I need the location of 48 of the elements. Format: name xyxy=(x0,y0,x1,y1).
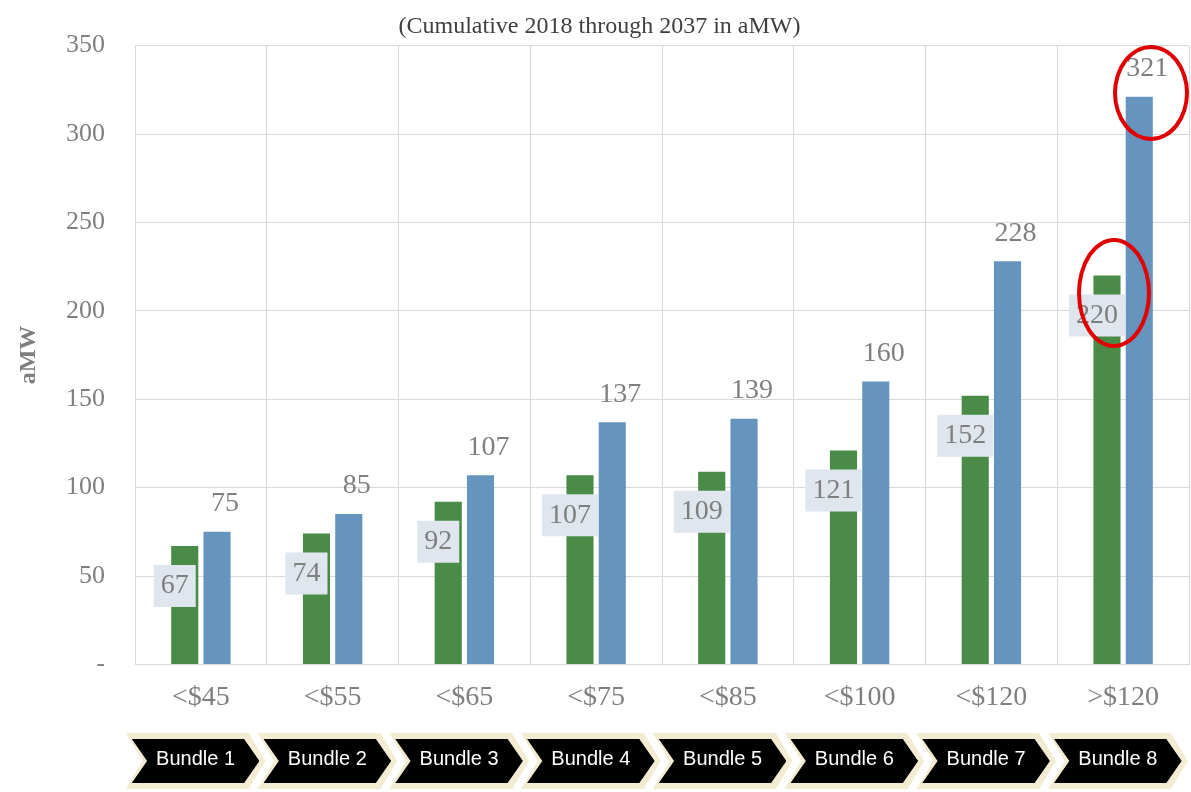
chart-title: (Cumulative 2018 through 2037 in aMW) xyxy=(398,12,801,39)
chevron-shape: Bundle 4 xyxy=(521,733,661,789)
data-label: 85 xyxy=(342,468,371,500)
x-tick-label: <$75 xyxy=(567,679,626,711)
chevron-shape: Bundle 1 xyxy=(125,733,266,789)
bar xyxy=(598,422,626,664)
x-tick-label: <$55 xyxy=(303,679,362,711)
chevron-shape: Bundle 6 xyxy=(784,733,925,789)
y-tick-label: 50 xyxy=(79,559,105,589)
data-label: 152 xyxy=(944,418,987,450)
bar xyxy=(466,475,495,664)
x-tick-label: <$45 xyxy=(171,679,230,711)
data-label: 160 xyxy=(862,335,905,367)
data-label: 121 xyxy=(812,472,855,504)
y-tick-label: 100 xyxy=(66,471,105,501)
chevron-shape: Bundle 3 xyxy=(389,733,529,789)
data-label: 321 xyxy=(1126,51,1169,83)
data-label: 228 xyxy=(994,215,1037,247)
x-tick-label: >$120 xyxy=(1087,679,1160,711)
data-label: 92 xyxy=(424,524,453,556)
x-tick-label: <$85 xyxy=(698,679,757,711)
x-tick-label: <$65 xyxy=(435,679,494,711)
x-tick-label: <$100 xyxy=(823,679,896,711)
data-label: 75 xyxy=(211,486,240,518)
data-label: 74 xyxy=(292,555,321,587)
y-tick-label: 300 xyxy=(66,117,105,147)
data-label: 137 xyxy=(599,376,642,408)
y-tick-label: 150 xyxy=(66,383,105,413)
bar xyxy=(862,381,890,664)
data-label: 109 xyxy=(680,494,723,526)
y-tick-label: 350 xyxy=(66,29,105,59)
data-label: 107 xyxy=(548,497,591,529)
bar xyxy=(730,418,758,664)
y-tick-label: 200 xyxy=(66,294,105,324)
chevron-shape: Bundle 7 xyxy=(916,733,1056,789)
data-label: 67 xyxy=(160,568,189,600)
y-tick-label: 250 xyxy=(66,206,105,236)
chevron-shape: Bundle 5 xyxy=(652,733,793,789)
chevron-shape: Bundle 8 xyxy=(1048,733,1188,789)
y-axis-title: aMW xyxy=(13,325,40,385)
data-label: 139 xyxy=(731,373,774,405)
y-tick-label: - xyxy=(96,648,105,678)
x-tick-label: <$120 xyxy=(955,679,1028,711)
bar xyxy=(335,514,363,664)
bar xyxy=(203,531,231,664)
chevron-shape: Bundle 2 xyxy=(257,733,398,789)
data-label: 107 xyxy=(467,429,510,461)
bar xyxy=(993,261,1022,664)
